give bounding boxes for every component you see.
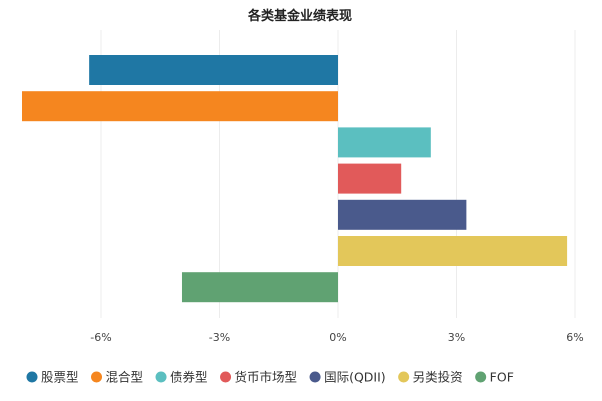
legend-marker xyxy=(398,371,410,383)
legend-label: 另类投资 xyxy=(413,370,463,385)
legend-marker xyxy=(475,371,487,383)
legend-label: FOF xyxy=(490,370,514,385)
legend-marker xyxy=(309,371,321,383)
legend-item[interactable]: 债券型 xyxy=(155,370,208,385)
bars-group xyxy=(22,55,568,303)
legend-marker xyxy=(91,371,103,383)
bar xyxy=(338,199,467,230)
legend-label: 股票型 xyxy=(41,370,79,385)
legend-item[interactable]: 国际(QDII) xyxy=(309,370,386,385)
chart-title: 各类基金业绩表现 xyxy=(247,8,352,24)
bar xyxy=(22,91,338,122)
legend-marker xyxy=(26,371,38,383)
legend-label: 货币市场型 xyxy=(235,370,298,385)
legend-item[interactable]: 另类投资 xyxy=(398,370,463,385)
x-tick-label: -3% xyxy=(209,331,230,344)
x-tick-label: 3% xyxy=(448,331,465,344)
x-tick-label: -6% xyxy=(90,331,111,344)
bar xyxy=(181,272,338,303)
legend-marker xyxy=(220,371,232,383)
x-axis-ticks: -6% -3% 0% 3% 6% xyxy=(90,331,583,344)
legend-label: 混合型 xyxy=(106,370,144,385)
legend-label: 国际(QDII) xyxy=(324,370,386,385)
legend-label: 债券型 xyxy=(170,370,208,385)
bar xyxy=(338,236,568,266)
bar xyxy=(89,55,339,85)
legend: 股票型 混合型 债券型 货币市场型 国际(QDII) 另类投资 FOF xyxy=(26,370,514,385)
legend-marker xyxy=(155,371,167,383)
legend-item[interactable]: 混合型 xyxy=(91,370,143,385)
x-tick-label: 0% xyxy=(329,331,346,344)
x-tick-label: 6% xyxy=(566,331,583,344)
bar xyxy=(338,127,431,158)
legend-item[interactable]: FOF xyxy=(475,370,514,385)
legend-item[interactable]: 货币市场型 xyxy=(220,370,297,385)
bar xyxy=(338,163,402,194)
legend-item[interactable]: 股票型 xyxy=(26,370,79,385)
